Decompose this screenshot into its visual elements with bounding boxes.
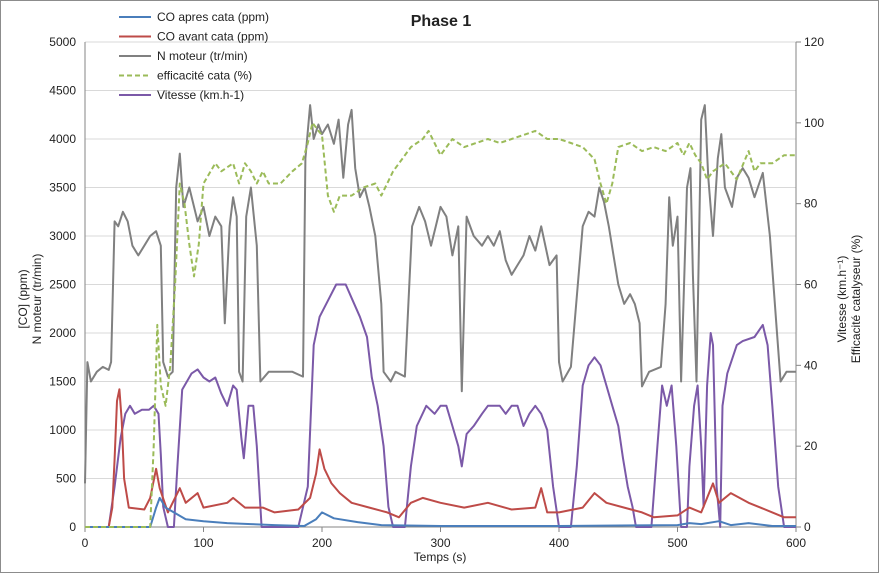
x-tick-label: 100 xyxy=(193,536,213,550)
x-axis-label: Temps (s) xyxy=(414,550,467,564)
left-tick-label: 1500 xyxy=(49,375,76,389)
left-tick-label: 4500 xyxy=(49,84,76,98)
right-axis-label-line2: Efficacité catalyseur (%) xyxy=(849,235,863,364)
left-tick-label: 2000 xyxy=(49,326,76,340)
left-tick-label: 5000 xyxy=(49,35,76,49)
right-tick-label: 20 xyxy=(804,439,818,453)
right-tick-label: 80 xyxy=(804,197,818,211)
x-tick-label: 400 xyxy=(549,536,569,550)
x-axis-ticks: 0 100 200 300 400 500 600 xyxy=(82,527,806,550)
right-tick-label: 0 xyxy=(804,520,811,534)
left-axis-label-line2: N moteur (tr/min) xyxy=(30,254,44,345)
legend-label: efficacité cata (%) xyxy=(157,69,252,83)
legend-label: N moteur (tr/min) xyxy=(157,49,248,63)
right-axis-label: Vitesse (km.h⁻¹) Efficacité catalyseur (… xyxy=(835,235,863,364)
right-axis-label-line1: Vitesse (km.h⁻¹) xyxy=(835,256,849,343)
chart-title: Phase 1 xyxy=(411,13,472,30)
right-axis-ticks: 0 20 40 60 80 100 120 xyxy=(796,35,824,534)
left-axis-label-line1: [CO] (ppm) xyxy=(16,269,30,328)
series-line-1 xyxy=(85,388,796,528)
left-tick-label: 0 xyxy=(69,520,76,534)
right-tick-label: 100 xyxy=(804,116,824,130)
series-line-0 xyxy=(85,496,796,528)
left-tick-label: 2500 xyxy=(49,278,76,292)
right-tick-label: 120 xyxy=(804,35,824,49)
left-tick-label: 3000 xyxy=(49,229,76,243)
left-axis-label: [CO] (ppm) N moteur (tr/min) xyxy=(16,254,44,345)
legend-label: CO apres cata (ppm) xyxy=(157,10,269,24)
series-line-3 xyxy=(85,121,796,528)
left-tick-label: 500 xyxy=(56,472,76,486)
grid xyxy=(85,41,796,528)
series-lines xyxy=(84,104,796,528)
x-tick-label: 500 xyxy=(667,536,687,550)
x-tick-label: 300 xyxy=(430,536,450,550)
legend: CO apres cata (ppm) CO avant cata (ppm) N … xyxy=(119,10,269,102)
series-line-2 xyxy=(84,104,796,484)
x-tick-label: 200 xyxy=(312,536,332,550)
left-tick-label: 4000 xyxy=(49,132,76,146)
right-tick-label: 40 xyxy=(804,358,818,372)
legend-label: Vitesse (km.h-1) xyxy=(157,88,244,102)
series-line-4 xyxy=(85,283,796,528)
x-tick-label: 0 xyxy=(82,536,89,550)
left-tick-label: 3500 xyxy=(49,181,76,195)
legend-label: CO avant cata (ppm) xyxy=(157,30,268,44)
left-axis-ticks: 0 500 1000 1500 2000 2500 3000 3500 4000 4500 5000 xyxy=(49,35,76,534)
right-tick-label: 60 xyxy=(804,278,818,292)
left-tick-label: 1000 xyxy=(49,423,76,437)
x-tick-label: 600 xyxy=(786,536,806,550)
